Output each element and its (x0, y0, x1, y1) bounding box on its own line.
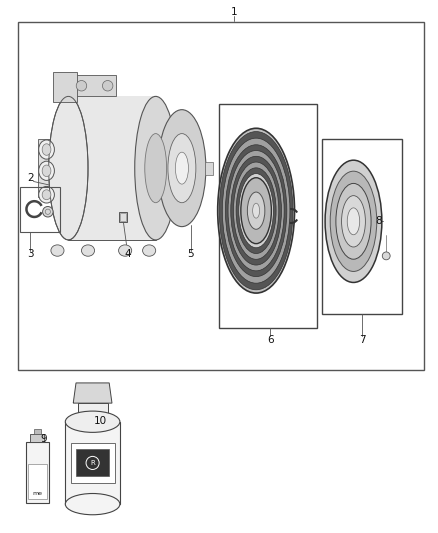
Bar (68, 96, 155, 240)
Ellipse shape (231, 156, 282, 265)
Ellipse shape (219, 132, 293, 290)
Text: 2: 2 (27, 173, 34, 183)
Ellipse shape (168, 134, 196, 203)
Text: 6: 6 (267, 335, 273, 345)
PathPatch shape (73, 383, 112, 403)
Ellipse shape (135, 96, 177, 240)
Ellipse shape (42, 206, 53, 217)
Text: R: R (90, 460, 95, 466)
Bar (321, 139, 403, 314)
Ellipse shape (253, 203, 260, 218)
Bar (65, 422, 120, 504)
Bar (38, 139, 68, 197)
Ellipse shape (102, 80, 113, 91)
Ellipse shape (241, 177, 272, 244)
Ellipse shape (342, 196, 365, 247)
Text: 7: 7 (359, 335, 366, 345)
Bar (28, 464, 47, 499)
Text: 9: 9 (40, 434, 47, 445)
Ellipse shape (382, 252, 390, 260)
Ellipse shape (158, 110, 206, 227)
Ellipse shape (143, 245, 155, 256)
Ellipse shape (39, 187, 54, 203)
Bar (76, 449, 110, 477)
Ellipse shape (39, 140, 54, 159)
Text: 10: 10 (94, 416, 107, 426)
Ellipse shape (65, 411, 120, 432)
Ellipse shape (81, 245, 95, 256)
Ellipse shape (175, 152, 188, 184)
Ellipse shape (51, 245, 64, 256)
Ellipse shape (233, 162, 279, 259)
Bar (26, 442, 49, 503)
Ellipse shape (76, 80, 87, 91)
Text: 1: 1 (231, 7, 237, 18)
Text: 4: 4 (124, 249, 131, 259)
Bar (20, 187, 60, 232)
Ellipse shape (336, 183, 371, 259)
Ellipse shape (236, 168, 276, 254)
Bar (53, 72, 77, 102)
Ellipse shape (145, 134, 166, 203)
Ellipse shape (325, 160, 382, 282)
Ellipse shape (239, 174, 273, 248)
Ellipse shape (228, 150, 284, 271)
Text: 3: 3 (27, 249, 34, 259)
Ellipse shape (223, 138, 290, 283)
Ellipse shape (65, 494, 120, 515)
Bar (120, 213, 127, 221)
Bar (75, 75, 117, 96)
Bar (34, 429, 41, 434)
Text: 5: 5 (187, 249, 194, 259)
Ellipse shape (330, 171, 377, 271)
Ellipse shape (247, 192, 265, 229)
Ellipse shape (42, 190, 51, 200)
Bar (219, 104, 317, 328)
Bar (120, 212, 127, 222)
Ellipse shape (226, 145, 287, 277)
Ellipse shape (39, 161, 54, 181)
Ellipse shape (218, 128, 294, 293)
Ellipse shape (119, 245, 132, 256)
Text: me: me (32, 491, 42, 496)
Ellipse shape (347, 208, 360, 235)
Bar (71, 443, 115, 483)
Ellipse shape (42, 165, 51, 176)
Text: 8: 8 (375, 216, 381, 227)
Bar (78, 403, 108, 422)
Bar (18, 22, 424, 370)
Ellipse shape (49, 96, 88, 240)
Ellipse shape (42, 144, 51, 155)
Bar (30, 434, 44, 442)
Bar (205, 162, 213, 174)
